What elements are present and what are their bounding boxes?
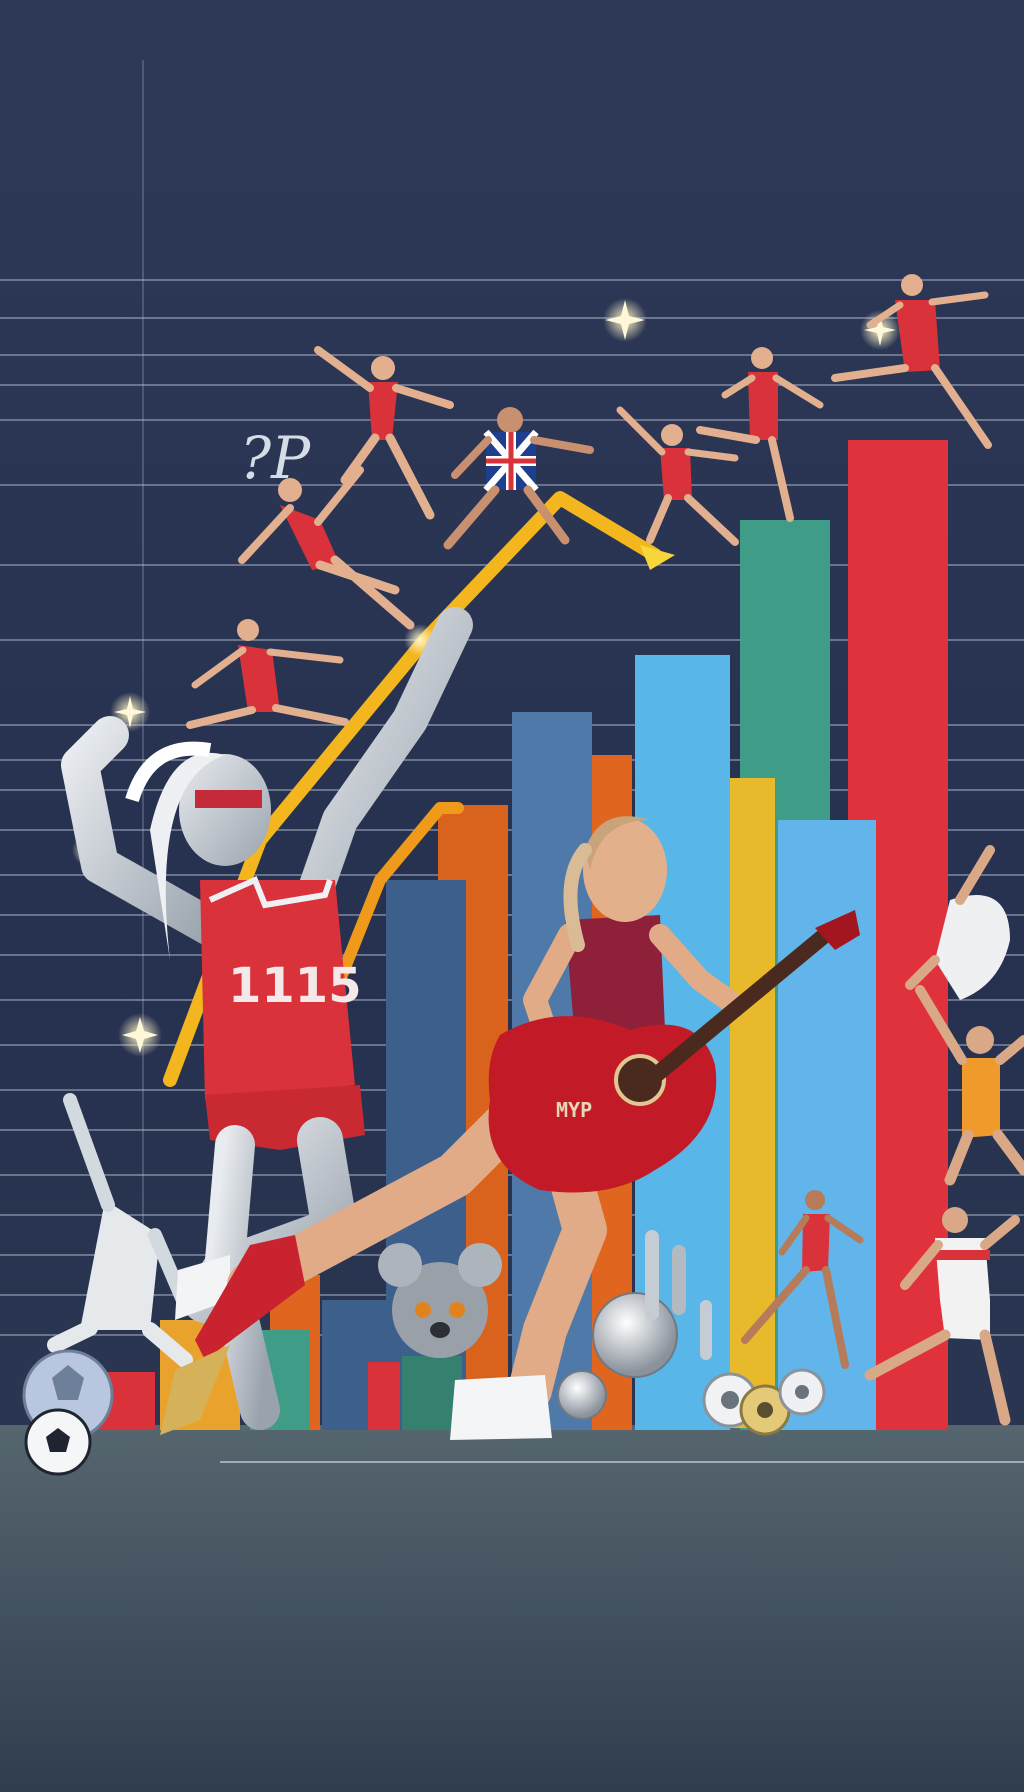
jersey-text: 1115 xyxy=(228,958,362,1014)
koala-plush xyxy=(378,1243,502,1358)
flying-athletes xyxy=(186,274,992,729)
right-athletes xyxy=(741,845,1024,1426)
athlete-dancer-white xyxy=(47,1093,193,1368)
bar-light-blue xyxy=(778,820,876,1430)
athlete-red-top-left xyxy=(314,346,454,520)
floating-sign: ?P xyxy=(240,424,311,492)
athlete-flag-shirt xyxy=(443,407,594,550)
tape-rolls xyxy=(702,1368,826,1436)
athlete-red-left xyxy=(238,466,415,630)
athlete-runner-small xyxy=(741,1190,864,1369)
athlete-red-white-runner xyxy=(864,1207,1020,1426)
disco-ball-small xyxy=(557,1370,607,1420)
guitar-player: MYP xyxy=(160,816,860,1440)
bar-small-red-2 xyxy=(368,1362,400,1430)
athlete-orange-runner xyxy=(915,985,1024,1186)
athlete-red-top-right xyxy=(831,274,992,449)
athlete-red-right xyxy=(696,347,824,522)
soccer-balls xyxy=(22,1349,114,1476)
athlete-red-lower-left xyxy=(186,619,349,729)
disco-ball-large xyxy=(592,1292,678,1378)
athlete-red-center xyxy=(616,406,739,546)
guitar-text: MYP xyxy=(556,1098,592,1122)
floor xyxy=(0,1425,1024,1792)
athlete-gymnast-white xyxy=(905,845,1010,1000)
disco-balls xyxy=(557,1230,712,1420)
